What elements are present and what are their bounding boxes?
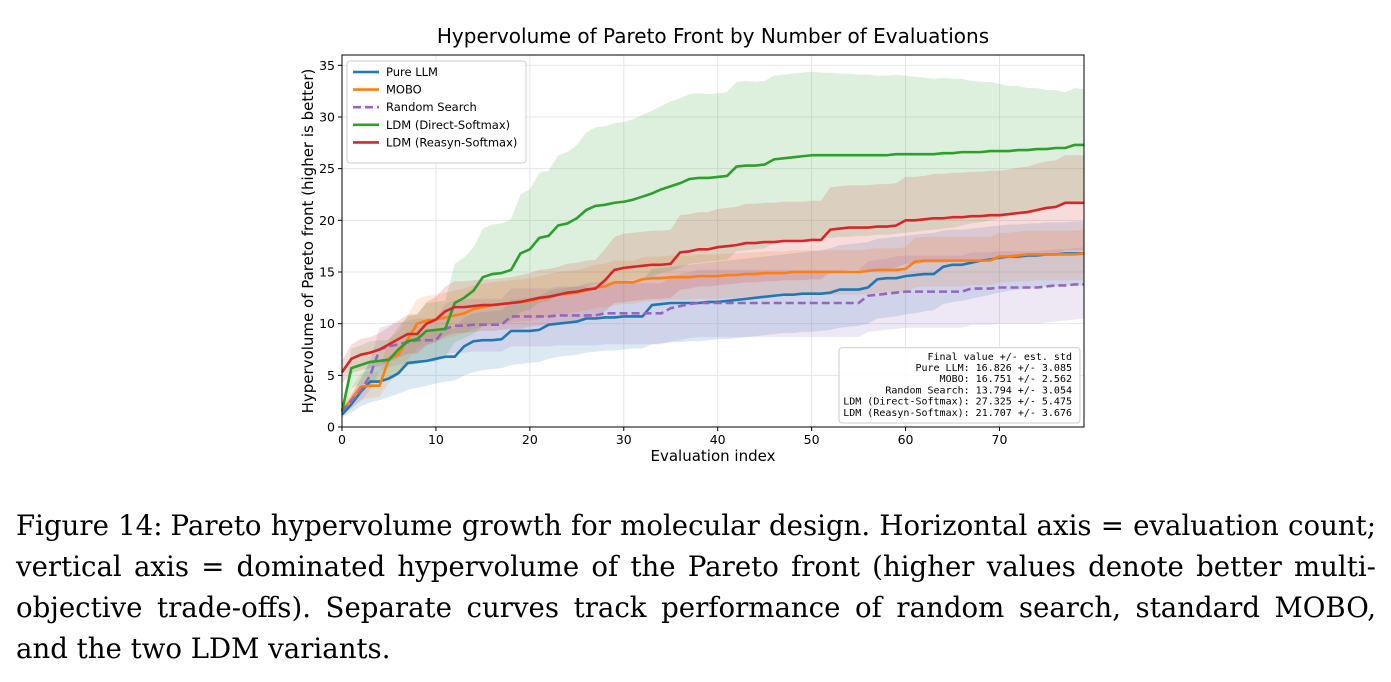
y-tick-label: 10	[319, 316, 335, 331]
x-tick-label: 0	[338, 432, 346, 447]
series-lines	[340, 143, 1085, 416]
band-ldm-direct-softmax	[342, 71, 1084, 415]
annotation-line: LDM (Reasyn-Softmax): 21.707 +/- 3.676	[843, 408, 1072, 419]
y-tick-label: 25	[319, 161, 335, 176]
y-tick-label: 30	[319, 110, 335, 125]
figure-caption: Figure 14: Pareto hypervolume growth for …	[16, 505, 1376, 669]
caption-text: Pareto hypervolume growth for molecular …	[16, 509, 1377, 665]
legend-label-pure-llm: Pure LLM	[386, 65, 438, 79]
line-ldm-reasyn-softmax	[340, 201, 1084, 373]
annotation-title: Final value +/- est. std	[928, 352, 1073, 363]
x-tick-label: 20	[522, 432, 538, 447]
line-pure-llm	[341, 252, 1084, 416]
y-axis-label: Hypervolume of Pareto front (higher is b…	[299, 69, 317, 414]
annotation-line: LDM (Direct-Softmax): 27.325 +/- 5.475	[843, 397, 1072, 408]
legend-label-random-search: Random Search	[386, 100, 477, 114]
legend-label-mobo: MOBO	[386, 83, 422, 97]
annotation-line: Random Search: 13.794 +/- 3.054	[885, 385, 1072, 396]
y-tick-label: 5	[327, 368, 335, 383]
band-ldm-reasyn-softmax	[342, 155, 1084, 384]
x-tick-label: 30	[616, 432, 632, 447]
x-tick-label: 50	[804, 432, 820, 447]
line-mobo	[340, 252, 1085, 413]
annotation-line: Pure LLM: 16.826 +/- 3.085	[915, 363, 1072, 374]
x-tick-label: 60	[898, 432, 914, 447]
x-tick-label: 40	[710, 432, 726, 447]
x-tick-label: 10	[428, 432, 444, 447]
chart-title: Hypervolume of Pareto Front by Number of…	[437, 24, 989, 48]
x-axis-label: Evaluation index	[651, 447, 776, 465]
legend-label-ldm-reasyn-softmax: LDM (Reasyn-Softmax)	[386, 135, 517, 149]
plot-frame	[341, 54, 1085, 428]
x-tick-label: 70	[992, 432, 1008, 447]
annotation-box	[838, 347, 1081, 424]
legend: Pure LLM MOBO Random Search LDM (Direct-Sof…	[346, 60, 527, 164]
y-tick-label: 20	[319, 213, 335, 228]
caption-label: Figure 14:	[16, 509, 163, 542]
line-ldm-direct-softmax	[340, 143, 1084, 412]
annotation-line: MOBO: 16.751 +/- 2.562	[940, 374, 1072, 385]
chart-figure: Hypervolume of Pareto Front by Number of…	[299, 24, 1085, 465]
chart-svg: Hypervolume of Pareto Front by Number of…	[299, 24, 1085, 465]
legend-box	[346, 60, 527, 164]
band-random-search	[342, 247, 1084, 415]
y-tick-label: 35	[319, 58, 335, 73]
y-tick-label: 0	[327, 420, 335, 435]
axis-ticks: 0 10 20 30 40 50 60 70 0 5 10 15 20 25 30 35	[319, 58, 1007, 447]
band-mobo	[342, 229, 1084, 415]
legend-label-ldm-direct-softmax: LDM (Direct-Softmax)	[386, 118, 510, 132]
y-tick-label: 15	[319, 265, 335, 280]
